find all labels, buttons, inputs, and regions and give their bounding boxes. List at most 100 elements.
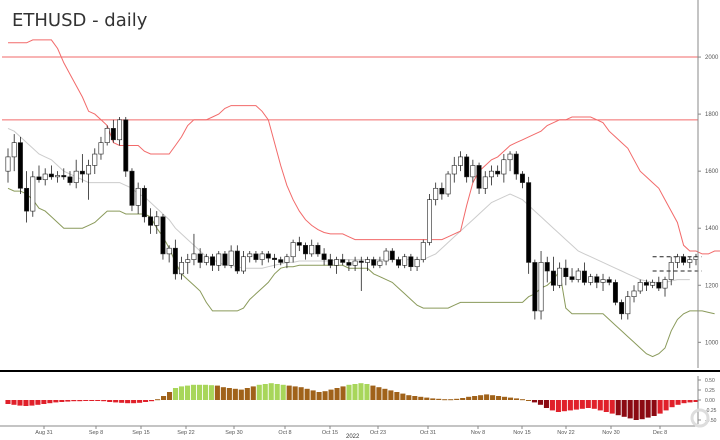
candle-body	[631, 290, 637, 297]
oscillator-bar	[597, 400, 603, 411]
candle-body	[48, 173, 54, 178]
candle-body	[296, 242, 302, 246]
oscillator-bar	[687, 400, 693, 403]
x-tick-label: Sep 22	[177, 430, 194, 436]
oscillator-bar	[292, 386, 298, 400]
oscillator-bar	[334, 388, 340, 400]
osc-tick-label: -0.25	[705, 408, 717, 414]
candle-body	[154, 216, 160, 226]
candle-body	[594, 276, 600, 283]
oscillator-bar	[651, 400, 657, 416]
candle-body	[420, 242, 426, 260]
candle-body	[30, 176, 36, 212]
oscillator-bar	[125, 400, 131, 404]
candle-body	[55, 175, 61, 178]
candle-body	[11, 142, 17, 158]
osc-tick-label: 0.25	[705, 388, 715, 394]
oscillator-bar	[663, 400, 669, 411]
oscillator-bar	[119, 400, 125, 403]
candle-body	[575, 270, 581, 280]
oscillator-bar	[603, 400, 609, 412]
candle-body	[197, 253, 203, 263]
oscillator-bar	[657, 400, 663, 414]
candle-body	[191, 253, 197, 260]
candle-body	[86, 165, 92, 175]
candle-body	[228, 250, 234, 266]
candle-body	[110, 128, 116, 141]
oscillator-bar	[202, 384, 208, 400]
candle-body	[532, 262, 538, 312]
oscillator-bar	[376, 387, 382, 400]
x-tick-label: Nov 8	[471, 430, 485, 436]
chart-title: ETHUSD - daily	[12, 10, 148, 31]
candle-body	[439, 187, 445, 195]
candle-body	[365, 259, 370, 263]
oscillator-bar	[430, 398, 436, 400]
oscillator-bar	[23, 400, 29, 406]
price-tick-label: 1400	[705, 226, 719, 232]
oscillator-bar	[442, 399, 448, 401]
candle-body	[259, 253, 265, 260]
oscillator-bar	[178, 386, 185, 400]
oscillator-bar	[101, 400, 107, 402]
oscillator-bar	[382, 388, 388, 400]
candle-body	[24, 187, 30, 212]
oscillator-bar	[5, 400, 11, 404]
oscillator-bar	[77, 400, 83, 402]
oscillator-bar	[549, 400, 555, 411]
candle-body	[334, 259, 339, 266]
oscillator-bar	[621, 400, 627, 417]
candle-body	[513, 153, 519, 175]
candle-body	[358, 260, 364, 263]
osc-tick-label: -0.50	[705, 418, 717, 424]
candle-body	[687, 259, 693, 263]
oscillator-bar	[143, 400, 149, 402]
oscillator-bar	[161, 396, 167, 400]
oscillator-bar	[418, 396, 424, 400]
candle-body	[265, 253, 271, 259]
candle-body	[148, 216, 154, 226]
oscillator-bar	[131, 400, 137, 404]
x-tick-label: Nov 22	[557, 430, 574, 436]
oscillator-bar	[226, 388, 232, 400]
year-label: 2022	[346, 434, 360, 440]
candle-body	[445, 173, 451, 195]
oscillator-bar	[364, 384, 370, 400]
oscillator-bar	[484, 394, 490, 400]
price-tick-label: 1800	[705, 112, 719, 118]
candle-body	[340, 259, 346, 263]
oscillator-bar	[196, 384, 202, 400]
candle-body	[625, 296, 631, 315]
oscillator-bar	[298, 387, 304, 400]
candle-body	[172, 247, 178, 275]
price-panel	[2, 39, 720, 358]
candle-body	[371, 259, 377, 266]
candle-body	[61, 175, 67, 178]
candle-body	[457, 156, 463, 166]
candle-body	[179, 262, 185, 275]
candle-body	[309, 245, 315, 255]
candle-body	[662, 279, 668, 289]
oscillator-bar	[149, 400, 155, 402]
oscillator-bar	[190, 384, 197, 400]
candle-body	[550, 270, 556, 286]
oscillator-bar	[256, 384, 262, 400]
candle-body	[5, 156, 11, 172]
oscillator-bar	[394, 392, 400, 400]
oscillator-bar	[238, 389, 244, 400]
candle-body	[36, 176, 42, 181]
candle-body	[612, 282, 618, 303]
oscillator-bar	[17, 400, 23, 406]
candle-body	[507, 153, 513, 161]
oscillator-bar	[507, 397, 514, 400]
oscillator-bar	[585, 400, 591, 408]
price-tick-label: 1600	[705, 169, 719, 175]
oscillator-bar	[184, 385, 191, 400]
oscillator-bar	[490, 395, 496, 400]
oscillator-bar	[113, 400, 119, 403]
oscillator-bar	[95, 400, 101, 401]
candle-body	[650, 282, 656, 286]
candle-body	[495, 170, 501, 175]
oscillator-bar	[496, 396, 502, 400]
